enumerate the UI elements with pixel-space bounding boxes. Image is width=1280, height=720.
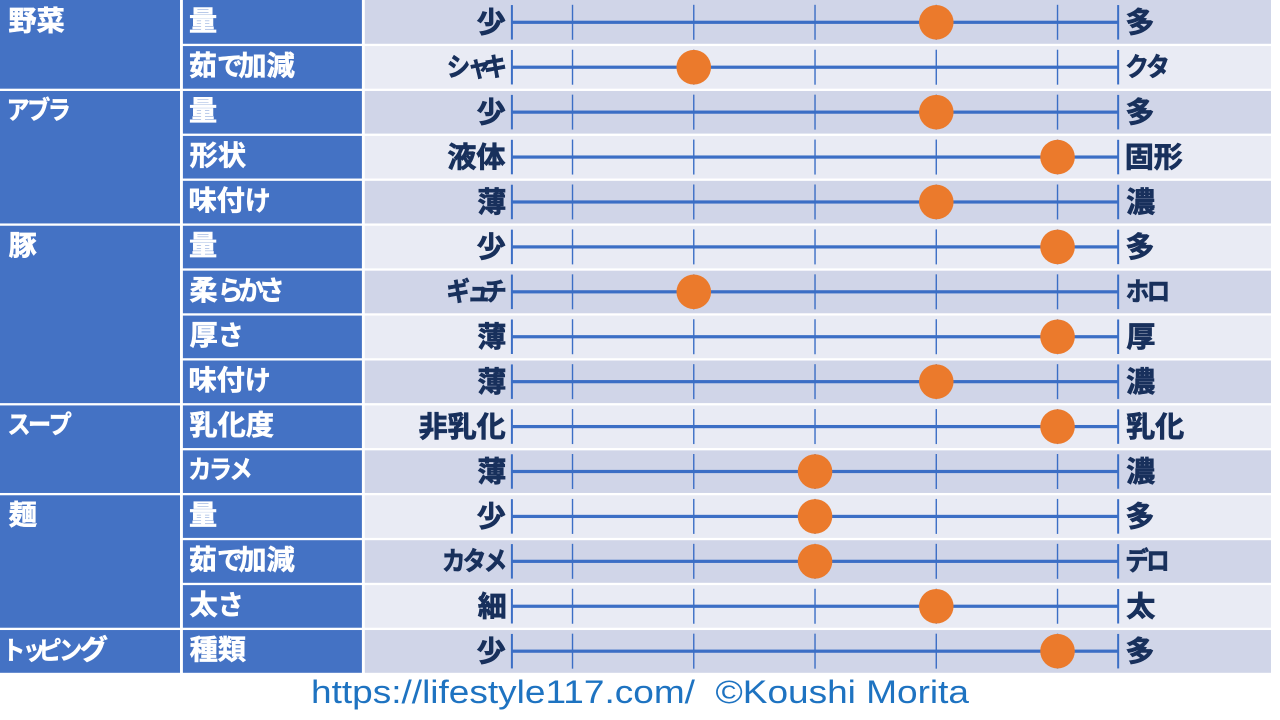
svg-text:https://lifestyle117.com/ ©Ko: https://lifestyle117.com/ ©Koushi Morita xyxy=(311,674,969,710)
